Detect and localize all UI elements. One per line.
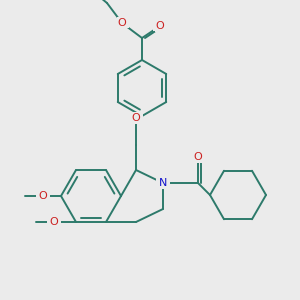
Text: N: N — [159, 178, 167, 188]
Text: O: O — [156, 21, 164, 31]
Text: O: O — [194, 152, 202, 162]
Bar — [36, 191, 50, 201]
Bar — [153, 21, 167, 31]
Text: O: O — [118, 18, 126, 28]
Bar — [191, 152, 205, 162]
Text: O: O — [132, 113, 140, 123]
Bar — [129, 113, 143, 123]
Bar — [47, 217, 61, 227]
Text: O: O — [50, 217, 58, 227]
Text: O: O — [39, 191, 47, 201]
Bar — [115, 18, 129, 28]
Bar — [156, 177, 170, 189]
